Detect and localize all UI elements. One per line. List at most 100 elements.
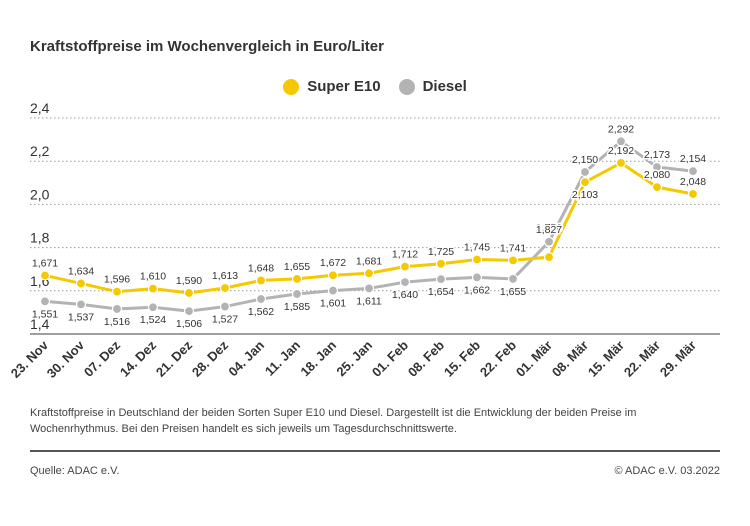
data-label: 1,648 <box>248 262 274 274</box>
data-label: 1,585 <box>284 301 310 313</box>
x-tick-label: 18. Jan <box>297 337 339 379</box>
chart-title: Kraftstoffpreise im Wochenvergleich in E… <box>30 38 384 55</box>
data-point <box>651 182 663 193</box>
data-label: 1,551 <box>32 308 58 320</box>
data-label: 1,741 <box>500 242 526 254</box>
data-label: 2,173 <box>644 149 670 161</box>
legend-dot-diesel <box>398 78 415 95</box>
data-label: 2,154 <box>680 153 706 165</box>
data-label: 1,527 <box>212 314 238 326</box>
x-tick-label: 14. Dez <box>117 337 160 380</box>
data-label: 2,080 <box>644 169 670 181</box>
x-tick-label: 08. Mär <box>549 338 591 380</box>
data-point <box>435 258 447 269</box>
data-point <box>399 261 411 272</box>
data-label: 1,681 <box>356 255 382 267</box>
legend-item-super-e10: Super E10 <box>283 78 381 95</box>
data-label: 1,524 <box>140 314 166 326</box>
data-point <box>327 285 339 296</box>
x-tick-label: 07. Dez <box>81 337 124 380</box>
data-label: 2,048 <box>680 176 706 188</box>
data-label: 1,662 <box>464 284 490 296</box>
x-tick-label: 04. Jan <box>225 337 267 379</box>
data-label: 1,725 <box>428 246 454 258</box>
data-point <box>39 296 51 307</box>
data-point <box>435 274 447 285</box>
data-point <box>363 283 375 294</box>
data-point <box>363 268 375 279</box>
x-tick-label: 22. Mär <box>621 338 663 380</box>
data-label: 1,827 <box>536 224 562 236</box>
data-point <box>471 272 483 283</box>
data-label: 1,610 <box>140 271 166 283</box>
data-label: 1,562 <box>248 306 274 318</box>
data-point <box>507 255 519 266</box>
data-point <box>255 293 267 305</box>
data-label: 1,654 <box>428 286 454 298</box>
x-tick-label: 30. Nov <box>44 337 88 381</box>
data-label: 1,590 <box>176 275 202 287</box>
data-point <box>183 287 195 299</box>
data-label: 1,516 <box>104 316 130 328</box>
x-tick-label: 15. Mär <box>585 338 627 380</box>
legend-label-super-e10: Super E10 <box>307 78 381 95</box>
data-label: 1,712 <box>392 249 418 261</box>
data-point <box>111 286 123 297</box>
x-tick-label: 15. Feb <box>441 337 483 379</box>
data-label: 1,596 <box>104 274 130 286</box>
data-label: 2,292 <box>608 123 634 135</box>
x-tick-label: 22. Feb <box>477 337 519 379</box>
data-label: 1,634 <box>68 265 94 277</box>
data-point <box>471 254 483 265</box>
data-label: 1,655 <box>284 261 310 273</box>
data-point <box>687 188 699 200</box>
legend-item-diesel: Diesel <box>398 78 467 95</box>
data-point <box>399 277 411 288</box>
x-tick-label: 21. Dez <box>153 337 196 380</box>
data-point <box>651 161 663 173</box>
legend-label-diesel: Diesel <box>422 78 467 95</box>
x-tick-label: 01. Mär <box>513 338 555 380</box>
y-tick-label: 1,4 <box>30 316 50 332</box>
data-label: 2,192 <box>608 145 634 157</box>
y-tick-label: 2,4 <box>30 100 50 116</box>
data-point <box>147 283 159 294</box>
data-point <box>543 236 555 247</box>
data-label: 2,103 <box>572 189 598 201</box>
footer-divider <box>30 450 720 452</box>
data-point <box>183 306 195 317</box>
data-point <box>147 302 159 313</box>
data-point <box>255 275 267 286</box>
legend: Super E10 Diesel <box>0 78 750 95</box>
data-label: 1,745 <box>464 241 490 253</box>
data-point <box>75 278 87 289</box>
x-tick-label: 23. Nov <box>8 337 52 381</box>
data-point <box>687 166 699 177</box>
data-label: 2,150 <box>572 154 598 166</box>
data-point <box>219 282 231 294</box>
data-label: 1,756 <box>536 222 562 234</box>
data-point <box>111 303 123 315</box>
data-point <box>75 299 87 310</box>
y-tick-label: 1,8 <box>30 230 50 246</box>
data-label: 1,671 <box>32 257 58 269</box>
y-tick-label: 2,2 <box>30 143 50 159</box>
copyright-note: © ADAC e.V. 03.2022 <box>614 465 720 477</box>
data-point <box>579 177 591 188</box>
chart-caption: Kraftstoffpreise in Deutschland der beid… <box>30 407 637 435</box>
x-tick-label: 08. Feb <box>405 337 447 379</box>
source-note: Quelle: ADAC e.V. <box>30 465 120 477</box>
data-label: 1,655 <box>500 286 526 298</box>
x-tick-label: 28. Dez <box>189 337 232 380</box>
data-point <box>615 136 627 147</box>
data-label: 1,601 <box>320 298 346 310</box>
data-label: 1,506 <box>176 318 202 330</box>
x-tick-label: 29. Mär <box>657 338 699 380</box>
data-point <box>327 270 339 281</box>
legend-dot-super-e10 <box>283 78 300 95</box>
y-tick-label: 2,0 <box>30 186 50 202</box>
data-point <box>615 157 627 169</box>
x-tick-label: 11. Jan <box>262 337 303 378</box>
data-label: 1,611 <box>356 295 382 307</box>
